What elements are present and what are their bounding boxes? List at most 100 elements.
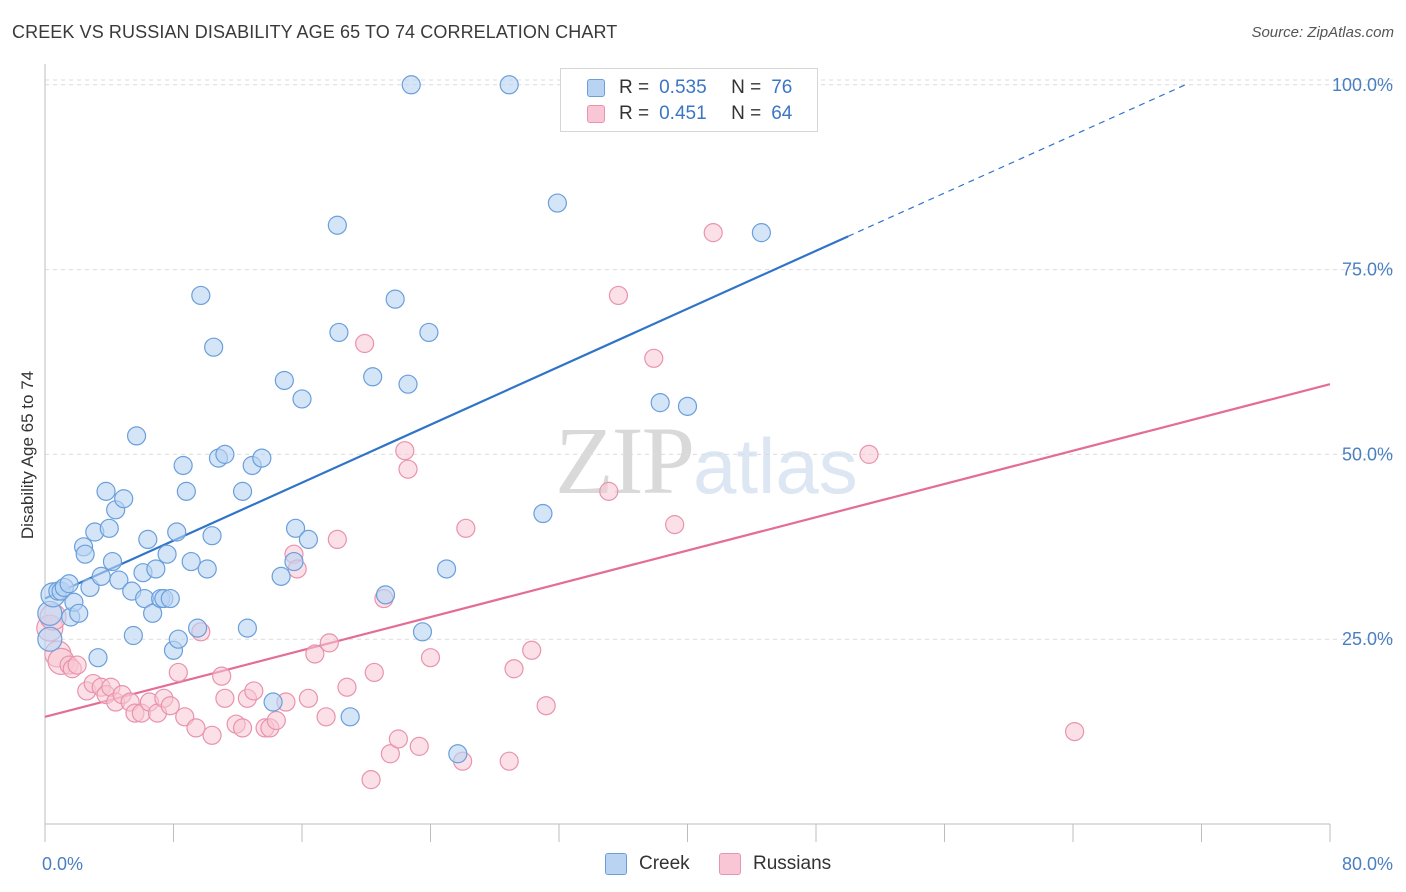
legend-row-russians: R = 0.451 N = 64 <box>587 102 792 126</box>
creek-n-value: 76 <box>771 77 793 98</box>
russians-point <box>395 441 415 461</box>
russians-point <box>202 725 222 745</box>
russians-point <box>388 729 408 749</box>
russians-point <box>536 696 556 716</box>
russians-point <box>364 662 384 683</box>
russians-point <box>298 688 319 708</box>
creek-point <box>650 393 670 413</box>
creek-point <box>114 489 134 509</box>
creek-point <box>88 648 108 668</box>
correlation-legend: R = 0.535 N = 76 R = 0.451 N = 64 <box>560 68 818 132</box>
creek-point <box>123 625 143 646</box>
creek-r-label: R = <box>619 77 650 98</box>
creek-legend-label: Creek <box>639 853 690 874</box>
source-label: Source: ZipAtlas.com <box>1251 24 1394 41</box>
creek-point <box>187 618 208 638</box>
creek-point <box>37 626 63 652</box>
creek-point <box>181 551 201 572</box>
creek-point <box>69 603 89 623</box>
creek-point <box>59 574 79 594</box>
russians-point <box>644 348 664 368</box>
russians-legend-swatch <box>719 853 741 875</box>
russians-r-label: R = <box>619 103 650 124</box>
russians-point <box>355 333 375 354</box>
russians-point <box>215 688 235 708</box>
x-tick-label-max: 80.0% <box>1342 854 1393 874</box>
russians-point <box>327 529 347 550</box>
creek-point <box>340 707 360 727</box>
russians-point <box>608 285 629 306</box>
russians-legend-label: Russians <box>753 853 832 874</box>
creek-point <box>284 551 304 572</box>
creek-point <box>533 503 553 524</box>
creek-point <box>102 551 123 572</box>
creek-point <box>191 285 211 306</box>
russians-point <box>67 655 87 675</box>
creek-point <box>292 389 312 409</box>
creek-point <box>109 570 129 590</box>
creek-point <box>91 566 111 586</box>
creek-point <box>173 455 193 476</box>
creek-point <box>202 526 222 546</box>
creek-point <box>375 585 396 605</box>
trend-extension-creek <box>847 84 1186 237</box>
russians-point <box>456 518 476 538</box>
russians-swatch <box>587 105 605 123</box>
russians-point <box>361 770 381 790</box>
creek-legend-swatch <box>605 853 627 875</box>
creek-point <box>329 322 349 343</box>
russians-point <box>380 744 400 764</box>
russians-point <box>420 648 441 668</box>
creek-n-label: N = <box>731 77 762 98</box>
russians-point <box>316 707 336 727</box>
chart-title: CREEK VS RUSSIAN DISABILITY AGE 65 TO 74… <box>12 22 618 42</box>
russians-point <box>522 640 542 660</box>
creek-point <box>547 193 567 213</box>
creek-point <box>96 481 116 501</box>
bottom-legend-russians: Russians <box>719 852 831 876</box>
creek-point <box>237 618 257 638</box>
creek-point <box>168 629 188 649</box>
russians-points <box>36 223 1085 790</box>
russians-point <box>398 459 418 479</box>
creek-point <box>419 322 439 343</box>
russians-point <box>212 666 232 686</box>
creek-point <box>285 518 306 538</box>
creek-point <box>271 566 291 586</box>
creek-point <box>363 367 383 387</box>
creek-point <box>99 518 119 538</box>
creek-point <box>436 559 457 579</box>
russians-point <box>337 677 357 697</box>
russians-point <box>244 681 264 701</box>
russians-r-value: 0.451 <box>659 103 707 124</box>
creek-point <box>677 396 698 416</box>
russians-n-value: 64 <box>771 103 793 124</box>
creek-point <box>146 559 166 579</box>
creek-point <box>204 337 224 357</box>
creek-point <box>143 603 163 623</box>
russians-point <box>186 718 206 738</box>
creek-point <box>167 522 187 542</box>
creek-swatch <box>587 79 605 97</box>
creek-point <box>157 544 177 564</box>
creek-point <box>232 481 253 501</box>
creek-point <box>412 622 433 642</box>
russians-point <box>266 710 286 731</box>
legend-row-creek: R = 0.535 N = 76 <box>587 76 792 100</box>
gridlines <box>45 79 1393 640</box>
y-tick-label-75: 75.0% <box>1342 260 1393 280</box>
creek-r-value: 0.535 <box>659 77 707 98</box>
creek-point <box>274 370 294 391</box>
creek-point <box>385 289 405 309</box>
russians-n-label: N = <box>731 103 762 124</box>
russians-point <box>1065 721 1085 742</box>
russians-point <box>160 696 180 716</box>
axes <box>44 64 1331 842</box>
russians-point <box>599 481 619 501</box>
creek-point <box>398 374 418 394</box>
bottom-legend-creek: Creek <box>605 852 690 876</box>
creek-points <box>37 75 771 764</box>
russians-point <box>409 736 429 756</box>
y-tick-label-25: 25.0% <box>1342 629 1393 649</box>
